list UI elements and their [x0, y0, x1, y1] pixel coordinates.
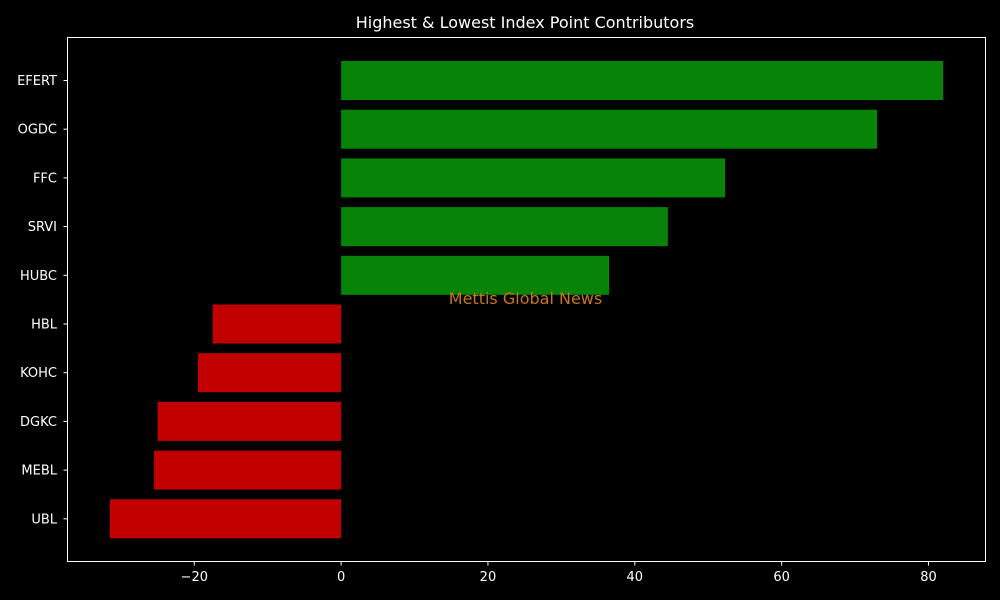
- x-tick-label: −20: [181, 570, 208, 585]
- y-tick-label-ogdc: OGDC: [18, 123, 57, 138]
- bar-mebl: [153, 450, 342, 490]
- y-tick-label-hubc: HUBC: [20, 269, 57, 284]
- watermark-text: Mettis Global News: [449, 289, 602, 308]
- y-tick-label-hbl: HBL: [31, 318, 58, 333]
- axes-frame: [67, 37, 986, 562]
- y-tick-label-dgkc: DGKC: [20, 415, 57, 430]
- bar-ubl: [109, 499, 342, 539]
- y-axis: EFERT OGDC FFC SRVI HUBC HBL KOHC DGKC MEBL UBL: [17, 74, 68, 527]
- bar-ffc: [341, 158, 726, 198]
- bar-ogdc: [341, 109, 878, 149]
- x-tick-label: 60: [773, 570, 790, 585]
- chart-title: Highest & Lowest Index Point Contributor…: [356, 13, 695, 32]
- x-tick-label: 20: [480, 570, 497, 585]
- y-tick-label-ffc: FFC: [33, 171, 57, 186]
- bar-srvi: [341, 207, 668, 247]
- bars-group: [109, 61, 944, 539]
- y-tick-label-ubl: UBL: [31, 512, 57, 527]
- y-tick-label-kohc: KOHC: [20, 366, 57, 381]
- bar-hubc: [341, 255, 610, 295]
- bar-kohc: [197, 353, 342, 393]
- y-tick-label-srvi: SRVI: [28, 220, 57, 235]
- bar-dgkc: [157, 401, 342, 441]
- bar-hbl: [212, 304, 342, 344]
- x-tick-label: 0: [337, 570, 345, 585]
- y-tick-label-efert: EFERT: [17, 74, 57, 89]
- bar-efert: [341, 61, 944, 100]
- x-axis: −20 0 20 40 60 80: [181, 561, 937, 585]
- x-tick-label: 80: [920, 570, 937, 585]
- y-tick-label-mebl: MEBL: [21, 464, 57, 479]
- x-tick-label: 40: [627, 570, 644, 585]
